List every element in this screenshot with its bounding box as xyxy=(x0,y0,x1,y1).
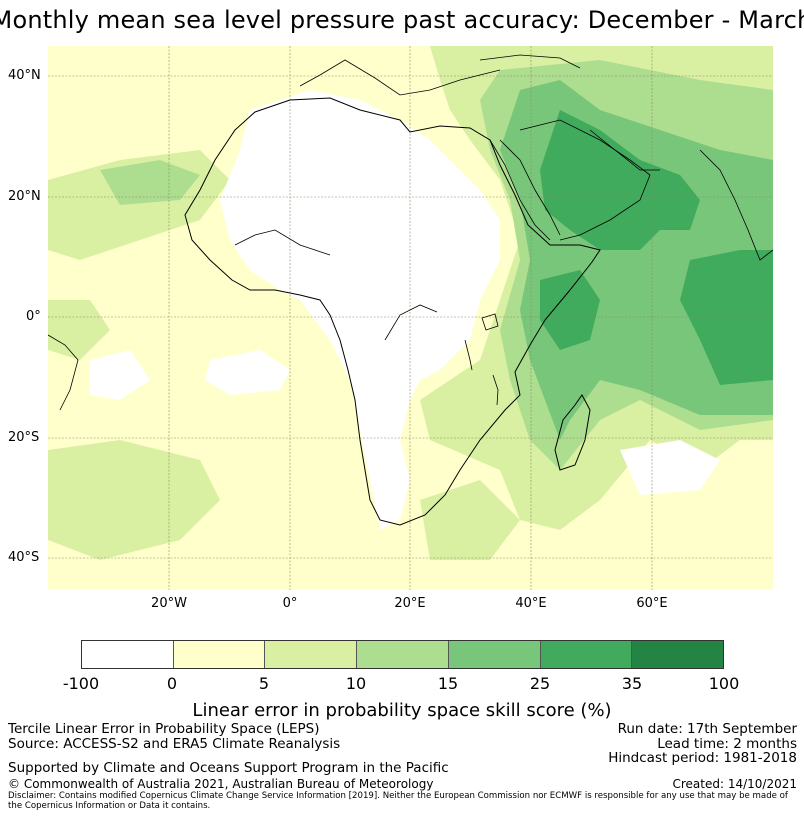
map-panel: 40°N 20°N 0° 20°S 40°S 20°W 0° 20°E 40°E… xyxy=(8,46,774,611)
lat-label-40n: 40°N xyxy=(8,68,41,83)
info-hindcast: Hindcast period: 1981-2018 xyxy=(608,750,797,766)
lon-label-40e: 40°E xyxy=(515,596,547,611)
colorbar-label: Linear error in probability space skill … xyxy=(192,700,612,721)
colorbar-tick: 0 xyxy=(166,674,178,693)
colorbar xyxy=(81,640,724,669)
lake-malawi xyxy=(492,374,499,406)
lake-tanganyika xyxy=(464,339,473,371)
graticule xyxy=(48,46,773,590)
south-america-tip xyxy=(47,334,79,411)
lat-label-20n: 20°N xyxy=(8,189,41,204)
red-sea-east xyxy=(499,139,561,236)
colorbar-tick: -100 xyxy=(62,674,100,693)
info-run-date: Run date: 17th September xyxy=(617,721,797,737)
colorbar-tick: 100 xyxy=(708,674,740,693)
colorbar-segment xyxy=(265,641,358,668)
lake-victoria xyxy=(481,313,499,331)
info-lead-time: Lead time: 2 months xyxy=(657,736,797,752)
colorbar-segment xyxy=(173,641,266,668)
map-title: Monthly mean sea level pressure past acc… xyxy=(0,6,804,34)
black-sea xyxy=(479,54,581,69)
colorbar-tick: 25 xyxy=(529,674,551,693)
coastlines xyxy=(47,54,774,526)
colorbar-tick: 10 xyxy=(345,674,367,693)
congo-river xyxy=(384,304,438,341)
info-source: Source: ACCESS-S2 and ERA5 Climate Reana… xyxy=(8,736,341,752)
lon-label-20e: 20°E xyxy=(394,596,426,611)
colorbar-segment xyxy=(82,641,174,668)
skill-zone-25-35 xyxy=(540,110,773,385)
africa-coastline xyxy=(184,97,601,526)
info-support: Supported by Climate and Oceans Support … xyxy=(8,760,449,776)
colorbar-segment xyxy=(357,641,449,668)
lon-label-20w: 20°W xyxy=(151,596,187,611)
info-leps: Tercile Linear Error in Probability Spac… xyxy=(8,721,320,737)
persian-gulf xyxy=(589,129,660,171)
colorbar-segment xyxy=(540,641,633,668)
red-sea xyxy=(489,139,551,241)
info-created: Created: 14/10/2021 xyxy=(672,777,797,791)
lat-label-0: 0° xyxy=(26,309,41,324)
colorbar-segment xyxy=(448,641,541,668)
colorbar-tick: 15 xyxy=(437,674,459,693)
skill-map xyxy=(47,46,774,590)
info-copyright: © Commonwealth of Australia 2021, Austra… xyxy=(8,777,434,791)
disclaimer: Disclaimer: Contains modified Copernicus… xyxy=(8,791,788,811)
colorbar-segment xyxy=(632,641,724,668)
lat-label-40s: 40°S xyxy=(8,550,40,565)
niger-river xyxy=(234,229,331,256)
madagascar-coastline xyxy=(554,394,591,471)
arabian-peninsula xyxy=(519,119,651,241)
colorbar-tick: 35 xyxy=(621,674,643,693)
lon-label-60e: 60°E xyxy=(636,596,668,611)
lat-label-20s: 20°S xyxy=(8,430,40,445)
india-coastline xyxy=(699,149,774,261)
mediterranean-north xyxy=(299,59,501,96)
lon-label-0: 0° xyxy=(282,596,298,611)
colorbar-tick: 5 xyxy=(258,674,270,693)
